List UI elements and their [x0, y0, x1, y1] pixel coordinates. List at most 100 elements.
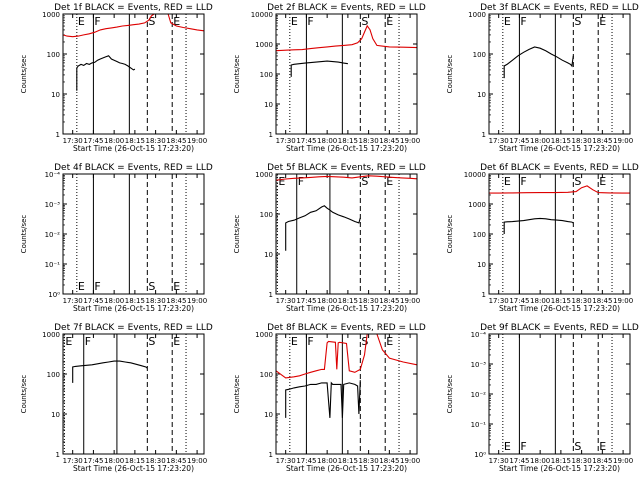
plot-frame — [488, 173, 631, 295]
x-tick-label: 18:00 — [317, 457, 337, 465]
x-tick-label: 18:30 — [146, 297, 166, 305]
panel-title: Det 3f BLACK = Events, RED = LLD — [480, 3, 639, 13]
marker-label: E — [173, 15, 180, 28]
x-tick-label: 18:00 — [530, 137, 550, 145]
plot-frame — [62, 173, 205, 295]
y-tick-label: 100 — [260, 371, 273, 379]
panel-det-9: Det 9f BLACK = Events, RED = LLD Counts/s… — [446, 323, 639, 473]
series-line-events — [72, 360, 148, 383]
y-tick-label: 10⁻¹ — [45, 261, 61, 269]
x-tick-label: 19:00 — [187, 137, 207, 145]
marker-label: E — [504, 175, 511, 188]
x-tick-label: 18:15 — [338, 457, 358, 465]
panel-title: Det 8f BLACK = Events, RED = LLD — [267, 323, 426, 333]
x-tick-label: 18:30 — [359, 457, 379, 465]
panel-det-1: Det 1f BLACK = Events, RED = LLD Counts/s… — [20, 3, 213, 153]
y-tick-label: 10 — [264, 411, 273, 419]
marker-label: E — [65, 335, 72, 348]
y-tick-label: 100 — [473, 51, 486, 59]
y-axis-label: Counts/sec — [233, 375, 241, 414]
x-tick-label: 17:45 — [83, 137, 103, 145]
y-tick-label: 10⁻³ — [471, 361, 487, 369]
plot-frame — [488, 13, 631, 135]
marker-label: E — [599, 15, 606, 28]
x-tick-label: 18:15 — [551, 297, 571, 305]
marker-label: S — [148, 280, 155, 293]
y-tick-label: 1 — [269, 451, 273, 459]
y-tick-label: 10 — [51, 411, 60, 419]
panel-title: Det 9f BLACK = Events, RED = LLD — [480, 323, 639, 333]
marker-label: E — [386, 15, 393, 28]
x-tick-label: 17:45 — [296, 137, 316, 145]
marker-label: F — [307, 335, 313, 348]
marker-label: F — [520, 440, 526, 453]
y-tick-label: 10⁻³ — [45, 201, 61, 209]
y-tick-label: 10⁻² — [45, 231, 61, 239]
x-tick-label: 18:45 — [592, 457, 612, 465]
marker-label: F — [298, 175, 304, 188]
plot-frame — [275, 173, 418, 295]
marker-label: F — [520, 175, 526, 188]
series-line-lld — [275, 24, 418, 52]
y-axis-label: Counts/sec — [446, 55, 454, 94]
y-axis-label: Counts/sec — [446, 375, 454, 414]
marker-label: S — [574, 175, 581, 188]
y-tick-label: 1 — [269, 131, 273, 139]
plot-frame — [62, 13, 205, 135]
y-axis-label: Counts/sec — [233, 215, 241, 254]
panel-det-7: Det 7f BLACK = Events, RED = LLD Counts/s… — [20, 323, 213, 473]
series-line-events — [76, 55, 136, 91]
x-tick-label: 18:15 — [338, 297, 358, 305]
y-tick-label: 10000 — [464, 171, 486, 179]
panel-title: Det 2f BLACK = Events, RED = LLD — [267, 3, 426, 13]
marker-label: F — [307, 15, 313, 28]
series-line-events — [285, 380, 361, 418]
marker-label: E — [78, 280, 85, 293]
x-tick-label: 18:15 — [125, 137, 145, 145]
marker-label: E — [386, 175, 393, 188]
x-tick-label: 17:45 — [296, 297, 316, 305]
marker-label: S — [574, 440, 581, 453]
x-tick-label: 17:30 — [489, 457, 509, 465]
y-tick-label: 1 — [482, 291, 486, 299]
x-tick-label: 17:45 — [83, 297, 103, 305]
x-tick-label: 18:45 — [166, 457, 186, 465]
y-tick-label: 10⁰ — [48, 291, 60, 299]
panel-det-2: Det 2f BLACK = Events, RED = LLD Counts/s… — [233, 3, 426, 153]
series-line-lld — [489, 185, 630, 194]
plot-frame — [275, 333, 418, 455]
marker-label: S — [361, 175, 368, 188]
x-tick-label: 18:30 — [572, 137, 592, 145]
x-tick-label: 17:30 — [276, 297, 296, 305]
x-tick-label: 17:45 — [509, 137, 529, 145]
x-tick-label: 18:30 — [359, 137, 379, 145]
x-tick-label: 18:45 — [379, 457, 399, 465]
y-tick-label: 1000 — [468, 201, 486, 209]
y-tick-label: 1 — [269, 291, 273, 299]
plot-frame — [62, 333, 205, 455]
panel-title: Det 7f BLACK = Events, RED = LLD — [54, 323, 213, 333]
x-tick-label: 18:30 — [359, 297, 379, 305]
x-tick-label: 18:15 — [125, 297, 145, 305]
y-axis-label: Counts/sec — [20, 55, 28, 94]
y-axis-label: Counts/sec — [233, 55, 241, 94]
marker-label: E — [599, 440, 606, 453]
marker-label: S — [148, 335, 155, 348]
panel-title: Det 6f BLACK = Events, RED = LLD — [480, 163, 639, 173]
marker-label: F — [85, 335, 91, 348]
y-tick-label: 10⁻⁴ — [45, 171, 61, 179]
x-axis-label: Start Time (26-Oct-15 17:23:20) — [286, 144, 407, 153]
x-tick-label: 18:30 — [146, 137, 166, 145]
y-tick-label: 100 — [473, 231, 486, 239]
y-axis-label: Counts/sec — [20, 375, 28, 414]
y-axis-label: Counts/sec — [20, 215, 28, 254]
y-tick-label: 10⁰ — [474, 451, 486, 459]
y-tick-label: 100 — [47, 371, 60, 379]
marker-label: E — [278, 175, 285, 188]
marker-label: E — [386, 335, 393, 348]
marker-label: S — [574, 15, 581, 28]
x-tick-label: 18:00 — [104, 457, 124, 465]
x-tick-label: 18:00 — [104, 297, 124, 305]
marker-label: E — [291, 15, 298, 28]
